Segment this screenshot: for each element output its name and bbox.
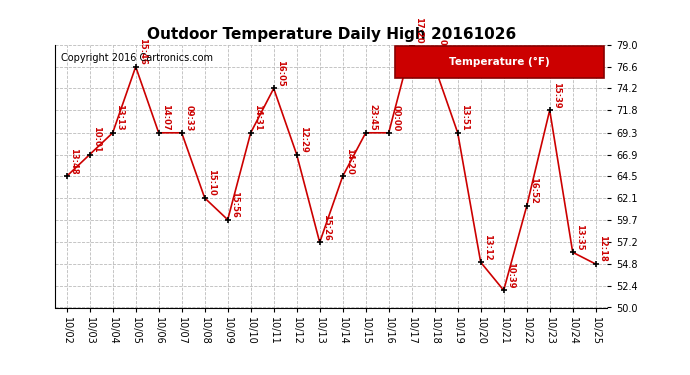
Text: 13:12: 13:12 xyxy=(484,234,493,260)
Text: 17:20: 17:20 xyxy=(415,16,424,43)
Text: 14:20: 14:20 xyxy=(346,148,355,174)
Text: Copyright 2016 Cartronics.com: Copyright 2016 Cartronics.com xyxy=(61,53,213,63)
Title: Outdoor Temperature Daily High 20161026: Outdoor Temperature Daily High 20161026 xyxy=(146,27,516,42)
Text: 10:01: 10:01 xyxy=(92,126,101,153)
Text: Temperature (°F): Temperature (°F) xyxy=(449,57,550,67)
Text: 12:29: 12:29 xyxy=(299,126,308,153)
Text: 09:33: 09:33 xyxy=(184,105,193,131)
Text: 15:39: 15:39 xyxy=(553,82,562,108)
Text: 23:45: 23:45 xyxy=(368,104,377,131)
Text: 16:52: 16:52 xyxy=(529,177,538,204)
Text: 13:51: 13:51 xyxy=(460,104,469,131)
Text: 15:26: 15:26 xyxy=(322,214,331,240)
FancyBboxPatch shape xyxy=(395,46,604,78)
Text: 13:48: 13:48 xyxy=(70,148,79,174)
Text: 15:56: 15:56 xyxy=(230,191,239,218)
Text: 00:00: 00:00 xyxy=(437,39,446,65)
Text: 13:35: 13:35 xyxy=(575,224,584,251)
Text: 14:07: 14:07 xyxy=(161,104,170,131)
Text: 14:31: 14:31 xyxy=(253,104,262,131)
Text: 15:46: 15:46 xyxy=(139,38,148,65)
Text: 12:18: 12:18 xyxy=(598,236,607,262)
Text: 00:00: 00:00 xyxy=(391,105,400,131)
Text: 10:39: 10:39 xyxy=(506,262,515,288)
Text: 15:10: 15:10 xyxy=(208,170,217,196)
Text: 13:13: 13:13 xyxy=(115,104,124,131)
Text: 16:05: 16:05 xyxy=(277,60,286,87)
